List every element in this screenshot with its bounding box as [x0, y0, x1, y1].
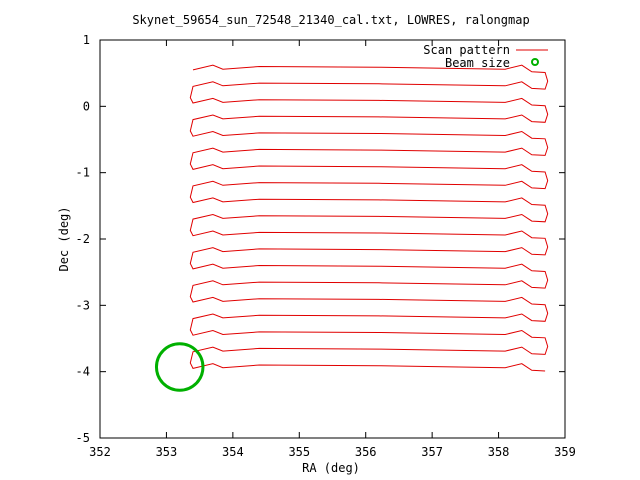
x-tick-label: 359 [554, 445, 576, 459]
y-tick-label: -4 [76, 365, 90, 379]
y-axis-ticks: -5 -4 -3 -2 -1 0 1 [76, 33, 565, 445]
y-tick-label: 1 [83, 33, 90, 47]
beam-size-circle [154, 342, 205, 392]
legend-label-beam-size: Beam size [445, 56, 510, 70]
x-tick-label: 358 [488, 445, 510, 459]
y-tick-label: -1 [76, 166, 90, 180]
series-layer [154, 64, 549, 392]
x-tick-label: 356 [355, 445, 377, 459]
x-axis-ticks: 352 353 354 355 356 357 358 359 [89, 40, 576, 459]
y-tick-label: -3 [76, 298, 90, 312]
y-tick-label: 0 [83, 99, 90, 113]
legend: Scan pattern Beam size [423, 43, 548, 70]
x-tick-label: 355 [288, 445, 310, 459]
y-tick-label: -2 [76, 232, 90, 246]
legend-label-scan-pattern: Scan pattern [423, 43, 510, 57]
x-tick-label: 357 [421, 445, 443, 459]
x-axis-label: RA (deg) [302, 461, 360, 475]
y-tick-label: -5 [76, 431, 90, 445]
x-tick-label: 353 [156, 445, 178, 459]
chart-title: Skynet_59654_sun_72548_21340_cal.txt, LO… [132, 13, 529, 27]
x-tick-label: 352 [89, 445, 111, 459]
legend-swatch-beam-size [531, 58, 539, 66]
x-tick-label: 354 [222, 445, 244, 459]
y-axis-label: Dec (deg) [57, 206, 71, 271]
scan-pattern-line [189, 64, 549, 372]
